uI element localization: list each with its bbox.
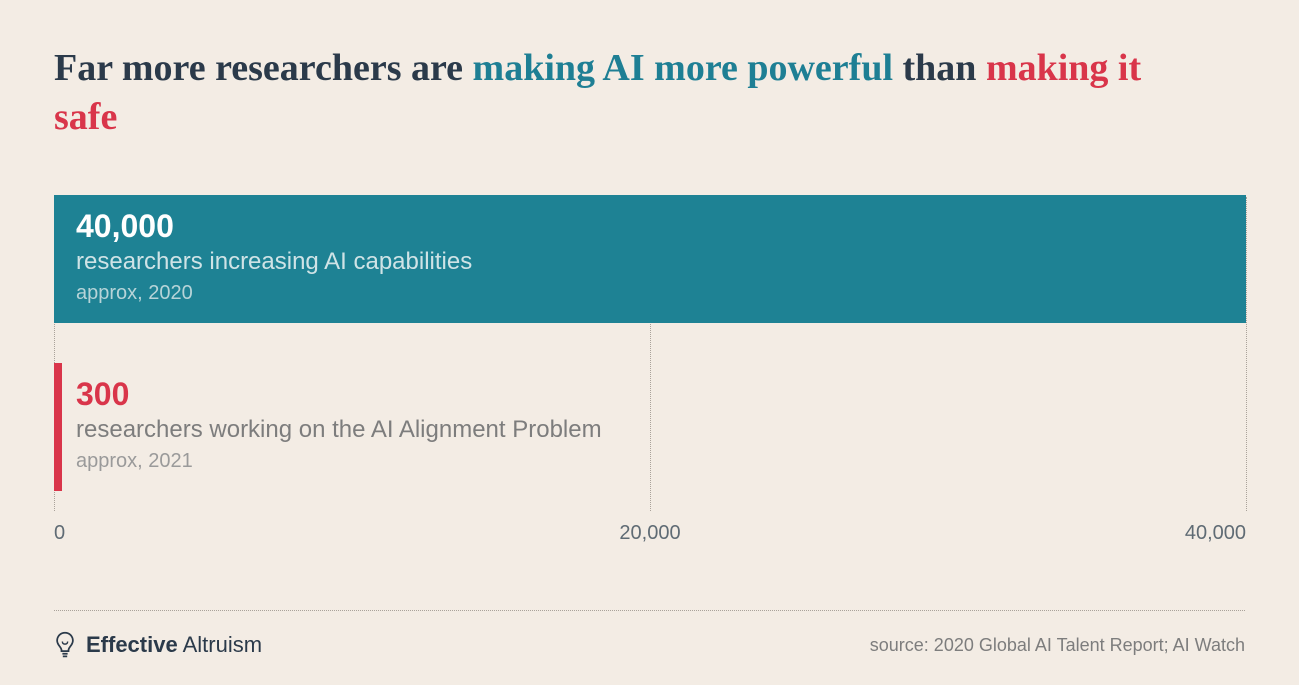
brand-text: Effective Altruism — [86, 632, 262, 658]
bar-capabilities-value: 40,000 — [76, 209, 472, 244]
x-tick-0: 0 — [54, 522, 65, 545]
bar-alignment-value: 300 — [76, 377, 602, 412]
x-tick-mid: 20,000 — [619, 522, 680, 545]
brand: Effective Altruism — [54, 631, 262, 659]
brand-light: Altruism — [178, 632, 262, 657]
gridline-max — [1246, 197, 1247, 511]
bar-alignment-desc: researchers working on the AI Alignment … — [76, 416, 602, 444]
bar-alignment-fill — [54, 363, 62, 491]
bar-alignment-note: approx, 2021 — [76, 450, 602, 473]
title-part1: Far more researchers are — [54, 47, 473, 89]
bar-capabilities-note: approx, 2020 — [76, 282, 472, 305]
footer: Effective Altruism source: 2020 Global A… — [54, 610, 1245, 659]
x-tick-max: 40,000 — [1185, 522, 1246, 545]
chart-title: Far more researchers are making AI more … — [54, 44, 1154, 141]
bar-capabilities-text: 40,000 researchers increasing AI capabil… — [76, 209, 472, 305]
bar-capabilities-fill: 40,000 researchers increasing AI capabil… — [54, 195, 1246, 323]
lightbulb-icon — [54, 631, 76, 659]
title-highlight-teal: making AI more powerful — [473, 47, 893, 89]
bar-capabilities: 40,000 researchers increasing AI capabil… — [54, 195, 1246, 323]
title-part2: than — [893, 47, 986, 89]
source-text: source: 2020 Global AI Talent Report; AI… — [870, 635, 1245, 656]
brand-strong: Effective — [86, 632, 178, 657]
bar-alignment: 300 researchers working on the AI Alignm… — [54, 363, 1246, 491]
bar-chart: 40,000 researchers increasing AI capabil… — [54, 195, 1246, 545]
bar-capabilities-desc: researchers increasing AI capabilities — [76, 248, 472, 276]
bar-alignment-text: 300 researchers working on the AI Alignm… — [76, 377, 602, 473]
